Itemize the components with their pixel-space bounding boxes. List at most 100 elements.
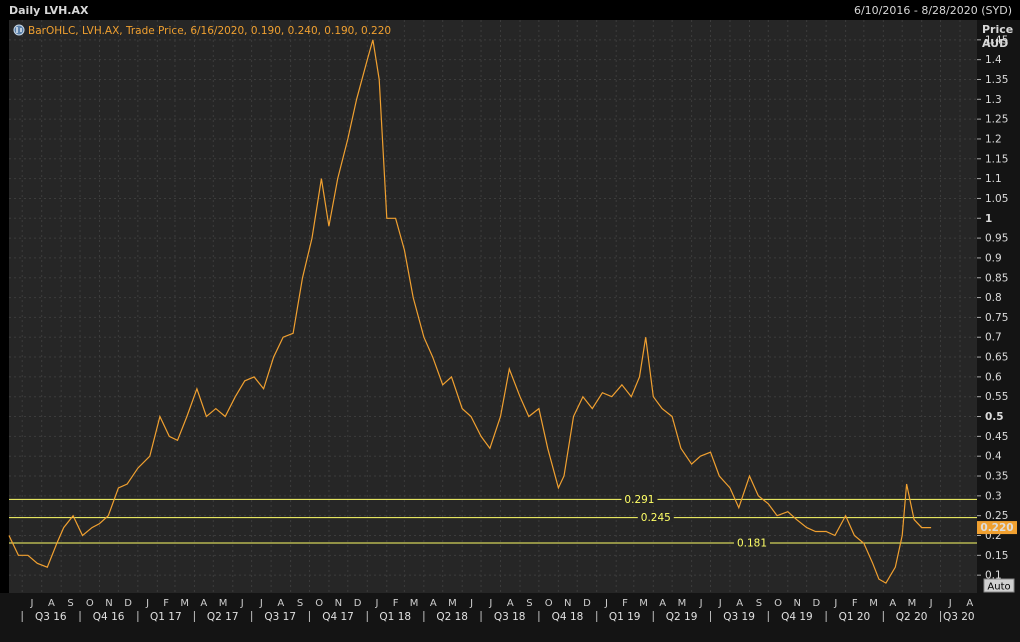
quarter-label: Q2 17 [207,611,239,623]
month-tick-label: N [564,598,571,609]
price-tick-label: 0.95 [985,233,1008,245]
price-tick-label: 1.15 [985,153,1008,165]
auto-scale-label: Auto [987,582,1010,593]
month-tick-label: O [86,598,94,609]
quarter-label: Q2 18 [436,611,468,623]
month-tick-label: D [813,598,821,609]
price-tick-label: 1.3 [985,94,1002,106]
price-tick-label: 0.8 [985,292,1002,304]
price-tick-label: 0.75 [985,312,1008,324]
month-tick-label: A [889,598,896,609]
price-tick-label: 0.65 [985,352,1008,364]
month-tick-label: M [678,598,687,609]
month-tick-label: A [659,598,666,609]
month-tick-label: M [639,598,648,609]
quarter-label: Q3 18 [494,611,526,623]
price-tick-label: 1.05 [985,193,1008,205]
month-tick-label: S [756,598,762,609]
month-tick-label: J [948,598,952,609]
quarter-label: Q1 17 [150,611,182,623]
time-axis-panel [0,593,1020,642]
month-tick-label: O [774,598,782,609]
last-price-label: 0.220 [980,522,1013,534]
quarter-label: Q3 19 [723,611,755,623]
quarter-label: Q4 18 [552,611,584,623]
price-tick-label: 0.6 [985,371,1002,383]
price-axis-unit: AUD [982,37,1008,50]
level-lines: 0.291 0.245 0.181 [9,493,977,550]
level-label-bg [621,493,658,506]
price-axis-title: Price [982,23,1013,36]
month-tick-label: J [699,598,703,609]
bar-ohlc-icon[interactable] [13,24,25,36]
price-tick-label: 0.4 [985,451,1002,463]
price-tick-label: 1.25 [985,114,1008,126]
price-series-line [8,39,932,584]
month-tick-label: A [200,598,207,609]
month-tick-label: F [852,598,858,609]
price-tick-label: 0.35 [985,471,1008,483]
quarter-label: Q3 17 [264,611,296,623]
month-tick-label: J [929,598,933,609]
grid-lines [9,20,981,593]
price-tick-label: 1.45 [985,34,1008,46]
quarter-label: Q2 20 [896,611,928,623]
level-label: 0.245 [641,512,671,524]
quarter-label: Q4 16 [93,611,125,623]
price-tick-label: 0.55 [985,391,1008,403]
price-tick-label: 0.3 [985,490,1002,502]
month-tick-label: D [354,598,362,609]
month-tick-label: J [833,598,837,609]
price-tick-label: 0.85 [985,272,1008,284]
month-tick-label: S [67,598,73,609]
plot-area[interactable] [9,20,977,593]
month-tick-label: J [469,598,473,609]
legend-text: BarOHLC, LVH.AX, Trade Price, 6/16/2020,… [28,25,391,37]
month-tick-label: O [545,598,553,609]
month-tick-label: O [315,598,323,609]
auto-scale-button[interactable]: Auto [983,578,1015,593]
month-tick-label: A [48,598,55,609]
month-tick-label: F [622,598,628,609]
month-tick-label: F [163,598,169,609]
price-tick-label: 1.4 [985,54,1002,66]
month-tick-label: J [604,598,608,609]
month-tick-label: J [29,598,33,609]
quarter-label: Q2 19 [666,611,698,623]
level-label-bg [637,511,674,524]
level-label-bg [733,537,770,550]
month-tick-label: M [410,598,419,609]
quarter-label: Q3 16 [35,611,67,623]
month-tick-label: J [145,598,149,609]
month-tick-label: A [430,598,437,609]
month-tick-label: A [507,598,514,609]
price-tick-label: 0.45 [985,431,1008,443]
month-tick-label: N [793,598,800,609]
month-tick-label: J [259,598,263,609]
price-tick-label: 0.15 [985,550,1008,562]
quarter-label: Q4 19 [781,611,813,623]
price-tick-label: 1.1 [985,173,1002,185]
quarter-label: Q1 20 [839,611,871,623]
month-tick-label: S [526,598,532,609]
quarter-label: Q1 18 [379,611,411,623]
month-tick-label: F [393,598,399,609]
month-tick-label: M [869,598,878,609]
price-tick-label: 1.35 [985,74,1008,86]
chart-title: Daily LVH.AX [9,4,89,17]
month-tick-label: N [335,598,342,609]
month-tick-label: M [180,598,189,609]
month-tick-label: A [736,598,743,609]
month-tick-label: A [277,598,284,609]
month-tick-label: M [448,598,457,609]
price-tick-label: 0.25 [985,510,1008,522]
price-tick-label: 1 [985,213,992,225]
month-tick-label: J [488,598,492,609]
level-label: 0.181 [737,538,767,550]
month-tick-label: D [583,598,591,609]
price-tick-label: 0.7 [985,332,1002,344]
quarter-label: Q1 19 [609,611,641,623]
month-tick-label: A [966,598,973,609]
